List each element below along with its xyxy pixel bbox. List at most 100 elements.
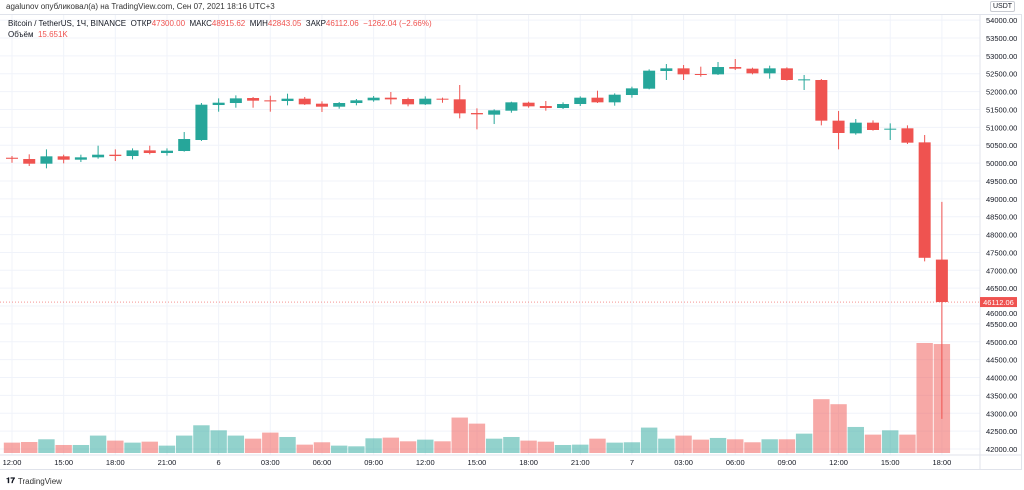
high-label: МАКС [189, 19, 212, 28]
volume-bar [916, 343, 933, 453]
price-tick-label: 48000.00 [986, 231, 1017, 240]
candles [6, 59, 948, 419]
candle-body [832, 120, 845, 133]
candle-body [935, 259, 948, 303]
price-tick-label: 44500.00 [986, 356, 1017, 365]
volume-bar [434, 441, 451, 453]
candle-body [849, 122, 862, 134]
candle-body [229, 98, 242, 104]
footer-logo-text[interactable]: TradingView [17, 476, 62, 486]
price-tick-label: 43500.00 [986, 391, 1017, 400]
candle-body [884, 128, 897, 130]
low-label: МИН [249, 19, 268, 28]
volume-bar [623, 442, 641, 453]
volume-bar [38, 439, 55, 453]
volume-bar [882, 430, 899, 453]
volume-bar [640, 427, 658, 453]
candle-body [712, 67, 725, 75]
price-axis: 54000.00 53500.00 53000.00 52500.00 52000.00… [979, 15, 1017, 470]
close-value: 46112.06 [325, 19, 359, 28]
last-price-marker: 46112.06 [0, 297, 1017, 308]
volume-bar [21, 442, 38, 453]
candle-body [815, 79, 828, 121]
candle-body [109, 154, 122, 157]
price-tick-label: 45500.00 [986, 320, 1017, 329]
price-tick-label: 53000.00 [986, 52, 1017, 61]
volume-bar [778, 439, 796, 453]
price-tick-label: 48500.00 [986, 213, 1017, 222]
time-tick-label: 18:00 [106, 458, 125, 467]
price-tick-label: 51500.00 [986, 105, 1017, 114]
candle-body [470, 113, 483, 115]
volume-value: 15.651K [37, 30, 68, 39]
volume-label: Объём [8, 30, 34, 39]
volume-bar [296, 444, 313, 453]
volume-bar [864, 434, 882, 453]
time-tick-label: 09:00 [778, 458, 797, 467]
time-tick-label: 15:00 [468, 458, 487, 467]
time-tick-label: 03:00 [674, 458, 693, 467]
volume-bar [158, 445, 176, 453]
volume-bar [279, 436, 296, 453]
open-label: ОТКР [130, 19, 152, 28]
currency-badge[interactable]: USDT [990, 1, 1016, 12]
volume-bar [761, 439, 778, 453]
price-tick-label: 47500.00 [986, 248, 1017, 257]
candle-body [212, 102, 225, 106]
volume-bar [55, 444, 72, 453]
close-label: ЗАКР [305, 19, 326, 28]
price-tick-label: 42500.00 [986, 427, 1017, 436]
tradingview-logo-icon[interactable]: 𝟏𝟕 [6, 476, 15, 485]
high-value: 48915.62 [211, 19, 246, 28]
volume-bar [451, 417, 468, 453]
time-tick-label: 15:00 [54, 458, 73, 467]
volume-bar [89, 435, 107, 453]
volume-bar [382, 437, 400, 453]
candle-body [763, 68, 776, 74]
time-tick-label: 03:00 [261, 458, 280, 467]
volume-bar [572, 444, 589, 453]
volume-bar [348, 446, 365, 453]
candle-body [539, 106, 552, 109]
volume-bar [330, 445, 348, 453]
time-tick-label: 6 [217, 458, 221, 467]
candle-body [677, 68, 690, 75]
candle-body [74, 157, 87, 160]
candle-body [40, 156, 53, 164]
change-value: −1262.04 (−2.66%) [363, 19, 432, 28]
volume-bar [675, 435, 692, 453]
time-axis: 12:00 15:00 18:00 21:00 6 03:00 06:00 09:00 12:0… [0, 454, 1022, 467]
price-tick-label: 43000.00 [986, 409, 1017, 418]
candle-body [625, 88, 638, 96]
price-tick-label: 53500.00 [986, 34, 1017, 43]
candle-body [918, 142, 931, 258]
symbol-title[interactable]: Bitcoin / TetherUS, 1Ч, BINANCE [8, 19, 127, 28]
volume-bar [658, 438, 675, 453]
candle-body [92, 154, 105, 158]
candle-body [798, 79, 811, 81]
price-tick-label: 52000.00 [986, 88, 1017, 97]
volume-bar [141, 441, 158, 453]
time-tick-label: 12:00 [829, 458, 848, 467]
candle-body [126, 150, 139, 157]
time-tick-label: 09:00 [364, 458, 383, 467]
time-tick-label: 18:00 [519, 458, 538, 467]
chart-frame [0, 14, 1022, 470]
candle-body [867, 122, 879, 130]
time-tick-label: 12:00 [3, 458, 22, 467]
volume-bar [124, 442, 141, 453]
price-tick-label: 45000.00 [986, 338, 1017, 347]
last-price-label: 46112.06 [983, 298, 1014, 307]
candle-body [557, 104, 570, 109]
candle-body [694, 73, 707, 75]
price-tick-label: 52500.00 [986, 70, 1017, 79]
candle-body [264, 100, 277, 102]
volume-bar [72, 444, 90, 453]
candle-body [57, 156, 70, 160]
volume-bar [520, 440, 537, 453]
time-tick-label: 7 [630, 458, 634, 467]
candle-body [643, 70, 656, 89]
candle-body [574, 97, 587, 105]
candle-body [901, 128, 914, 143]
